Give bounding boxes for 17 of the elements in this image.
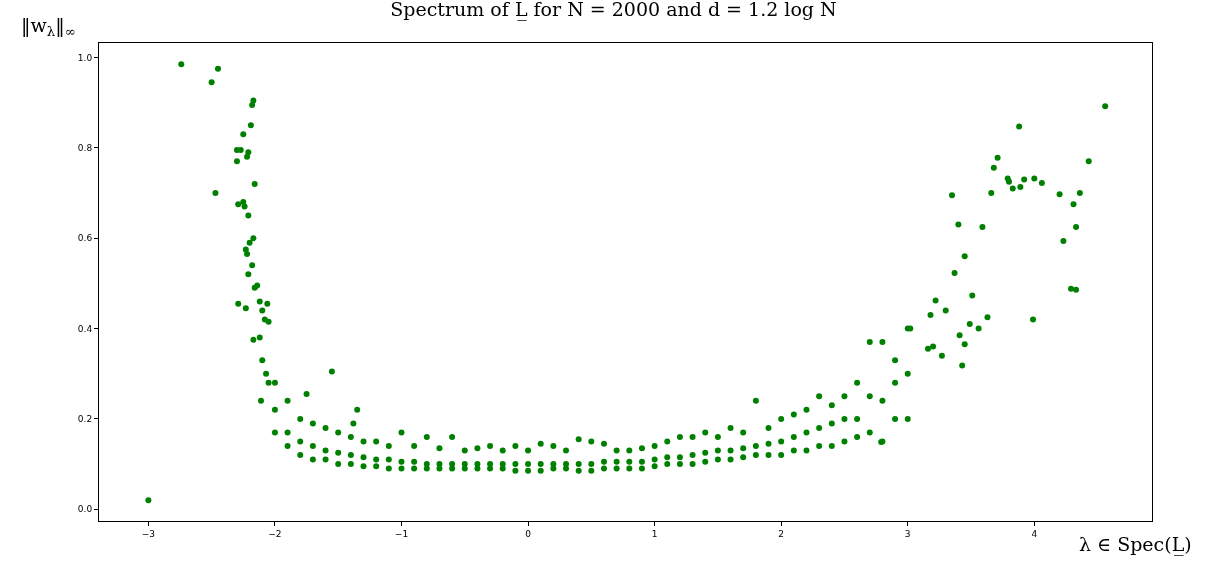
x-axis-title: λ ∈ Spec(L̲) — [1079, 533, 1192, 556]
y-tick-label: 0.4 — [77, 323, 93, 334]
x-tick-label: 1 — [651, 528, 658, 539]
y-axis-title: ‖w$_{λ}$‖$_{∞}$ — [21, 14, 76, 39]
x-tick-label: 0 — [525, 528, 532, 539]
y-tick-label: 0.2 — [77, 414, 93, 425]
x-tick-label: −3 — [141, 528, 155, 539]
x-tick-label: 3 — [904, 528, 911, 539]
y-tick-label: 1.0 — [77, 52, 93, 63]
y-tick-label: 0.0 — [77, 504, 93, 515]
x-tick-label: −2 — [268, 528, 282, 539]
y-tick-label: 0.6 — [77, 233, 93, 244]
x-tick-label: −1 — [394, 528, 409, 539]
x-tick-label: 4 — [1031, 528, 1038, 539]
y-tick-label: 0.8 — [77, 142, 93, 153]
chart-title: Spectrum of L̲ for N = 2000 and d = 1.2 log N — [390, 0, 837, 22]
x-tick-label: 2 — [778, 528, 785, 539]
